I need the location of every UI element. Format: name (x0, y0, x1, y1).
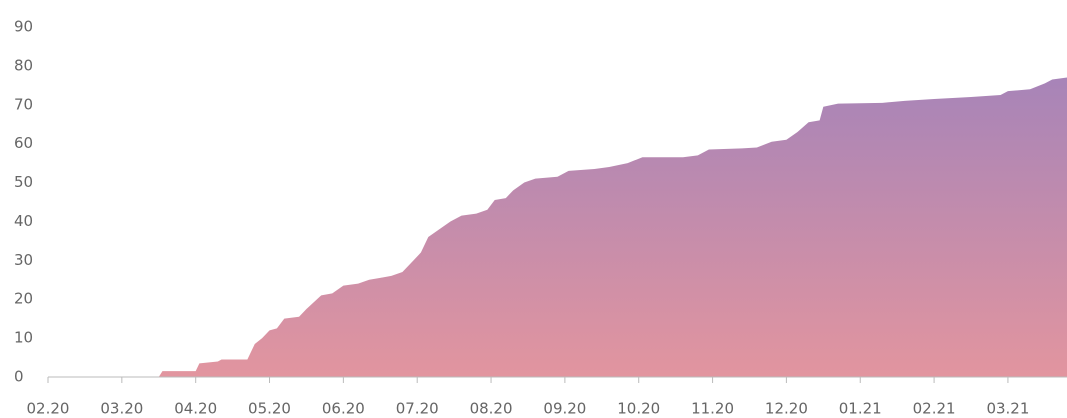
y-tick-label: 60 (14, 134, 33, 152)
y-tick-label: 10 (14, 329, 33, 347)
x-tick-label: 03.21 (986, 400, 1029, 418)
x-tick-label: 09.20 (543, 400, 586, 418)
y-tick-label: 0 (14, 368, 24, 386)
x-tick-label: 02.21 (913, 400, 956, 418)
y-tick-label: 80 (14, 56, 33, 74)
x-tick-label: 05.20 (248, 400, 291, 418)
y-tick-label: 50 (14, 173, 33, 191)
x-tick-label: 07.20 (396, 400, 439, 418)
y-tick-label: 30 (14, 251, 33, 269)
x-tick-label: 03.20 (100, 400, 143, 418)
x-tick-label: 01.21 (839, 400, 882, 418)
x-tick-label: 02.20 (27, 400, 70, 418)
y-tick-label: 20 (14, 290, 33, 308)
x-tick-label: 04.20 (174, 400, 217, 418)
y-tick-label: 70 (14, 95, 33, 113)
x-tick-label: 08.20 (470, 400, 513, 418)
area (48, 77, 1067, 378)
y-tick-label: 40 (14, 212, 33, 230)
x-tick-label: 11.20 (691, 400, 734, 418)
y-tick-label: 90 (14, 18, 33, 36)
x-tick-label: 10.20 (617, 400, 660, 418)
x-tick-label: 06.20 (322, 400, 365, 418)
x-tick-label: 12.20 (765, 400, 808, 418)
